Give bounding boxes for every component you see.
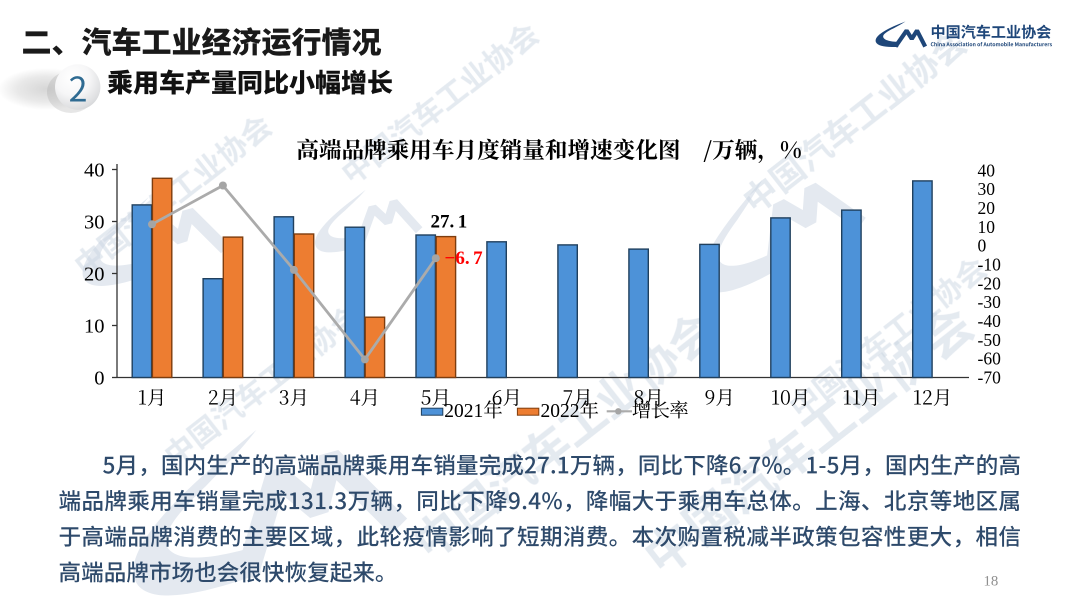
svg-text:2021: 2021 — [444, 401, 483, 422]
svg-text:27.1: 27. 1 — [431, 212, 468, 233]
svg-text:-30: -30 — [978, 292, 1002, 312]
svg-text:18: 18 — [984, 574, 999, 590]
svg-text:2022: 2022 — [541, 401, 580, 422]
svg-text:-60: -60 — [978, 349, 1002, 369]
svg-text:40: 40 — [84, 160, 105, 182]
svg-text:-10: -10 — [978, 255, 1002, 275]
svg-text:20: 20 — [978, 198, 996, 218]
svg-text:10: 10 — [978, 217, 996, 237]
svg-text:0: 0 — [978, 236, 987, 256]
svg-text:10: 10 — [84, 316, 105, 338]
svg-text:-50: -50 — [978, 330, 1002, 350]
svg-text:30: 30 — [978, 179, 996, 199]
svg-text:30: 30 — [84, 212, 105, 234]
svg-text:0: 0 — [94, 368, 104, 390]
svg-text:-40: -40 — [978, 311, 1002, 331]
svg-text:−6.7: −6. 7 — [445, 248, 484, 269]
svg-text:-70: -70 — [978, 368, 1002, 388]
svg-text:-20: -20 — [978, 273, 1002, 293]
svg-text:40: 40 — [978, 160, 996, 180]
svg-text:20: 20 — [84, 264, 105, 286]
